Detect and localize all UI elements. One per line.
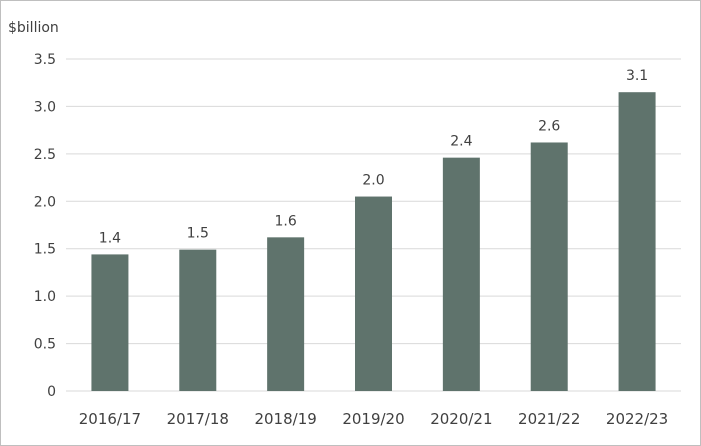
y-tick-labels: 0 0.5 1.0 1.5 2.0 2.5 3.0 3.5 — [34, 52, 56, 400]
x-tick-labels: 2016/17 2017/18 2018/19 2019/20 2020/21 2021/… — [79, 410, 668, 428]
data-label: 1.4 — [99, 230, 121, 246]
x-tick-label: 2022/23 — [606, 410, 668, 428]
data-label: 2.0 — [362, 173, 384, 189]
y-tick-label: 0 — [47, 384, 56, 400]
bars — [91, 92, 656, 391]
x-tick-label: 2017/18 — [167, 410, 229, 428]
y-tick-label: 0.5 — [34, 337, 56, 353]
y-axis-label: $billion — [8, 20, 59, 36]
x-tick-label: 2018/19 — [254, 410, 316, 428]
y-tick-label: 1.5 — [34, 242, 56, 258]
y-tick-label: 1.0 — [34, 289, 56, 305]
data-label: 1.6 — [275, 213, 297, 229]
x-tick-label: 2020/21 — [430, 410, 492, 428]
bar — [91, 254, 129, 391]
bar — [267, 237, 305, 391]
data-labels: 1.4 1.5 1.6 2.0 2.4 2.6 3.1 — [99, 68, 648, 246]
data-label: 3.1 — [626, 68, 648, 84]
y-tick-label: 2.0 — [34, 194, 56, 210]
y-tick-label: 3.0 — [34, 99, 56, 115]
x-tick-label: 2016/17 — [79, 410, 141, 428]
x-tick-label: 2021/22 — [518, 410, 580, 428]
data-label: 1.5 — [187, 226, 209, 242]
data-label: 2.4 — [450, 134, 472, 150]
bar — [355, 196, 392, 391]
data-label: 2.6 — [538, 118, 560, 134]
bar — [442, 157, 480, 391]
bar — [618, 92, 656, 391]
y-tick-label: 3.5 — [34, 52, 56, 68]
bar — [530, 142, 568, 391]
y-tick-label: 2.5 — [34, 147, 56, 163]
bar — [179, 249, 217, 391]
x-tick-label: 2019/20 — [342, 410, 404, 428]
